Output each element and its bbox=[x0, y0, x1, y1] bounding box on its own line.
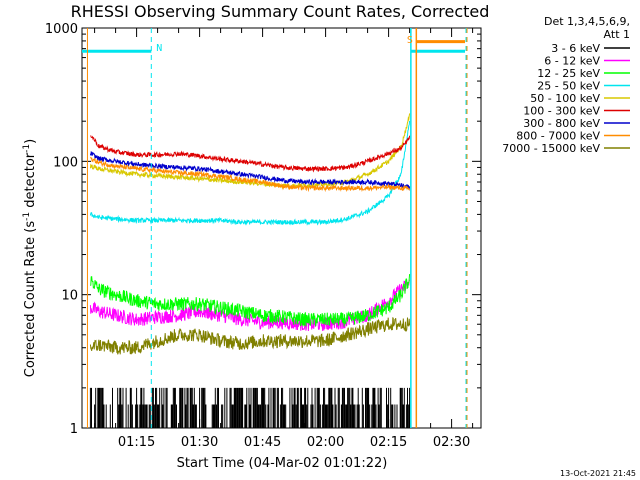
y-tick-label: 1000 bbox=[45, 22, 78, 37]
marker-label-s: S bbox=[407, 35, 413, 46]
plot-area: 1 10 100 1000 01:15 01:30 01:45 02:00 02:15 02:30… bbox=[45, 22, 482, 450]
legend-label: 100 - 300 keV bbox=[523, 105, 600, 118]
x-tick-label: 02:15 bbox=[370, 435, 407, 450]
legend-header-line2: Att 1 bbox=[604, 28, 630, 41]
series-line-8 bbox=[89, 317, 411, 355]
x-tick-label: 01:30 bbox=[181, 435, 218, 450]
series-line-2 bbox=[90, 274, 411, 327]
legend-label: 12 - 25 keV bbox=[537, 67, 600, 80]
series-line-0 bbox=[89, 387, 411, 428]
legend-label: 800 - 7000 keV bbox=[516, 130, 600, 143]
legend-label: 3 - 6 keV bbox=[551, 42, 600, 55]
y-axis-label-main: Corrected Count Rate (s bbox=[23, 221, 38, 378]
legend-header-line1: Det 1,3,4,5,6,9, bbox=[544, 15, 630, 28]
series-line-7 bbox=[90, 156, 411, 193]
series-line-3 bbox=[89, 120, 411, 226]
y-axis-label-sup1: -1 bbox=[22, 212, 32, 221]
y-tick-label: 10 bbox=[61, 289, 78, 304]
x-axis-label: Start Time (04-Mar-02 01:01:22) bbox=[177, 456, 388, 471]
series-line-5 bbox=[90, 135, 411, 173]
legend-label: 6 - 12 keV bbox=[544, 55, 600, 68]
legend-label: 7000 - 15000 keV bbox=[502, 142, 600, 155]
legend-label: 50 - 100 keV bbox=[530, 92, 600, 105]
y-axis-label: Corrected Count Rate (s-1 detector-1) bbox=[22, 139, 38, 377]
x-tick-label: 02:30 bbox=[433, 435, 470, 450]
x-tick-label: 02:00 bbox=[307, 435, 344, 450]
series-line-6 bbox=[89, 151, 411, 192]
y-axis-label-end: ) bbox=[23, 139, 38, 144]
legend-label: 300 - 800 keV bbox=[523, 117, 600, 130]
y-axis-label-sup2: -1 bbox=[22, 144, 32, 153]
y-tick-label: 100 bbox=[53, 155, 78, 170]
series-line-4 bbox=[89, 113, 411, 190]
y-axis-label-mid: detector bbox=[23, 152, 38, 212]
x-tick-label: 01:45 bbox=[244, 435, 281, 450]
y-tick-label: 1 bbox=[70, 422, 78, 437]
footer-timestamp: 13-Oct-2021 21:45 bbox=[560, 469, 636, 478]
x-tick-label: 01:15 bbox=[118, 435, 155, 450]
marker-label-n: N bbox=[156, 43, 162, 54]
legend-label: 25 - 50 keV bbox=[537, 80, 600, 93]
chart-title: RHESSI Observing Summary Count Rates, Co… bbox=[71, 2, 490, 21]
